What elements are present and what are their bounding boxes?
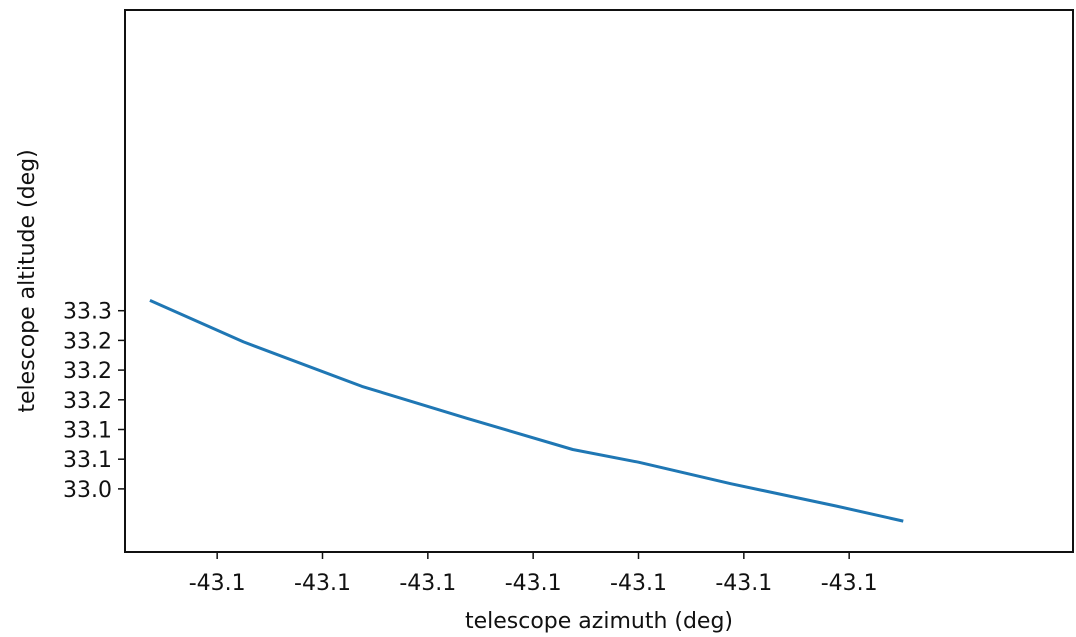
- y-tick-label: 33.2: [63, 389, 112, 414]
- x-tick-label: -43.1: [399, 571, 456, 596]
- y-tick-label: 33.3: [63, 300, 112, 325]
- x-tick-label: -43.1: [715, 571, 772, 596]
- x-tick-label: -43.1: [189, 571, 246, 596]
- y-tick-label: 33.2: [63, 329, 112, 354]
- y-tick-label: 33.1: [63, 418, 112, 443]
- x-tick-label: -43.1: [505, 571, 562, 596]
- x-tick-label: -43.1: [821, 571, 878, 596]
- y-tick-label: 33.2: [63, 359, 112, 384]
- y-tick-label: 33.0: [63, 478, 112, 503]
- x-axis-ticks: -43.1 -43.1 -43.1 -43.1 -43.1 -43.1 -43.1: [189, 552, 878, 596]
- y-axis-label: telescope altitude (deg): [15, 149, 40, 412]
- x-axis-label: telescope azimuth (deg): [465, 609, 733, 634]
- y-tick-label: 33.1: [63, 448, 112, 473]
- plot-area-frame: [124, 9, 1074, 553]
- x-tick-label: -43.1: [294, 571, 351, 596]
- x-tick-label: -43.1: [610, 571, 667, 596]
- y-axis-ticks: 33.0 33.1 33.1 33.2 33.2 33.2 33.3: [63, 300, 125, 503]
- series-line: [149, 299, 904, 523]
- series-layer: [149, 299, 904, 523]
